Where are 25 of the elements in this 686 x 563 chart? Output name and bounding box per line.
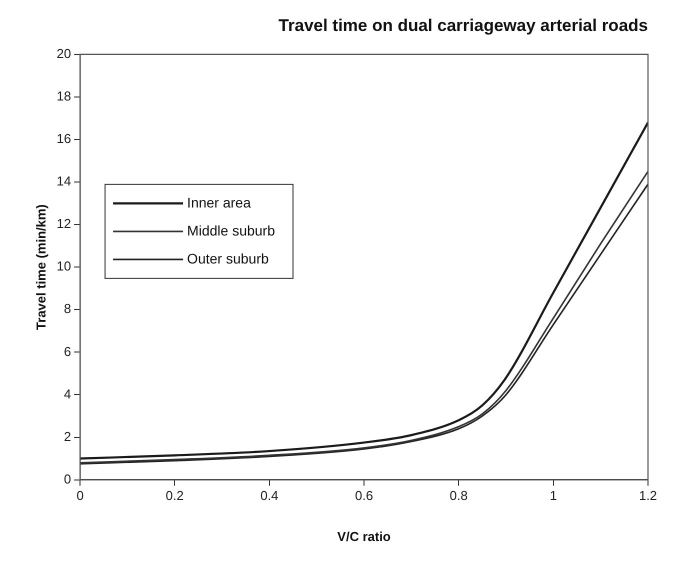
x-tick-label: 0: [76, 488, 84, 504]
y-tick-label: 10: [56, 258, 72, 274]
chart-title: Travel time on dual carriageway arterial roads: [278, 16, 648, 35]
y-tick-label: 0: [64, 471, 72, 486]
line-series: [80, 121, 648, 460]
x-tick-label: 0.2: [166, 488, 184, 504]
x-tick-label: 0.6: [354, 488, 374, 504]
x-tick-label: 1.2: [638, 488, 658, 504]
y-tick-label: 2: [64, 428, 72, 444]
y-tick-label: 18: [56, 88, 72, 104]
y-tick-label: 8: [64, 301, 72, 316]
y-tick-label: 6: [64, 344, 72, 359]
y-axis-title: Travel time (min/km): [33, 204, 48, 330]
x-tick-label: 0.8: [450, 488, 468, 504]
y-tick-label: 12: [56, 216, 72, 232]
x-tick-label: 1: [550, 488, 557, 504]
y-tick-label: 20: [56, 46, 72, 61]
x-axis-title: V/C ratio: [337, 528, 391, 544]
x-tick-label: 0.4: [260, 488, 278, 504]
legend-label: Inner area: [187, 194, 252, 210]
y-tick-label: 4: [64, 386, 72, 402]
y-tick-label: 14: [56, 174, 72, 189]
legend-label: Middle suburb: [187, 222, 276, 238]
legend-label: Outer suburb: [187, 250, 269, 266]
y-tick-label: 16: [56, 131, 72, 146]
